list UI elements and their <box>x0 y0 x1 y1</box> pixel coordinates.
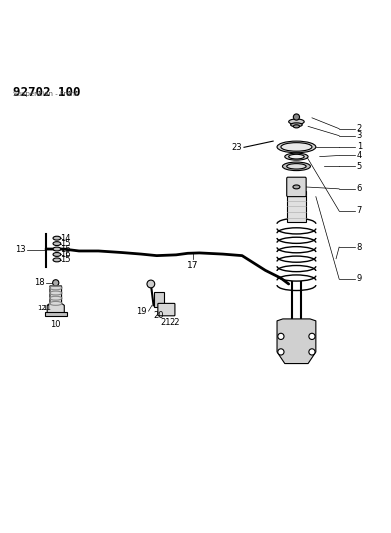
Text: 8: 8 <box>357 243 362 252</box>
Circle shape <box>278 333 284 340</box>
Bar <box>45 312 66 316</box>
Text: 6: 6 <box>357 184 362 193</box>
Text: 21: 21 <box>161 318 171 327</box>
Circle shape <box>293 114 300 120</box>
Ellipse shape <box>287 164 306 169</box>
Ellipse shape <box>53 247 61 251</box>
Text: 17: 17 <box>187 261 199 270</box>
Ellipse shape <box>282 162 310 171</box>
Text: 12: 12 <box>37 305 46 311</box>
Text: 13: 13 <box>15 245 25 254</box>
Text: 7: 7 <box>357 206 362 215</box>
Text: 92702 100: 92702 100 <box>13 86 81 99</box>
Text: 1: 1 <box>357 142 362 151</box>
Ellipse shape <box>285 153 308 160</box>
Text: Suspension - Front: Suspension - Front <box>13 91 78 97</box>
Text: 16: 16 <box>59 250 70 259</box>
Ellipse shape <box>53 253 61 256</box>
Ellipse shape <box>289 155 304 159</box>
Text: 19: 19 <box>136 306 147 316</box>
Text: 5: 5 <box>357 162 362 171</box>
FancyBboxPatch shape <box>287 177 306 197</box>
Ellipse shape <box>293 185 300 189</box>
Text: 15: 15 <box>59 255 70 264</box>
Ellipse shape <box>53 236 61 240</box>
Text: 23: 23 <box>231 143 242 152</box>
Text: 4: 4 <box>357 151 362 160</box>
Text: 11: 11 <box>42 305 51 311</box>
Ellipse shape <box>291 123 302 127</box>
Polygon shape <box>277 319 316 364</box>
Polygon shape <box>287 191 306 222</box>
Text: 10: 10 <box>50 320 61 329</box>
Text: 9: 9 <box>357 274 362 284</box>
Text: 22: 22 <box>169 318 179 327</box>
FancyBboxPatch shape <box>158 303 175 316</box>
Bar <box>154 292 165 307</box>
Ellipse shape <box>293 125 300 128</box>
Text: 14: 14 <box>59 233 70 243</box>
Text: 15: 15 <box>59 239 70 248</box>
Polygon shape <box>47 286 64 313</box>
Text: 3: 3 <box>357 131 362 140</box>
Circle shape <box>309 333 315 340</box>
Circle shape <box>278 349 284 355</box>
Circle shape <box>147 280 155 288</box>
Ellipse shape <box>289 119 304 124</box>
Text: 16: 16 <box>59 245 70 254</box>
Ellipse shape <box>53 241 61 246</box>
Circle shape <box>309 349 315 355</box>
Text: 20: 20 <box>153 311 164 320</box>
Text: 18: 18 <box>34 278 45 287</box>
Text: 2: 2 <box>357 124 362 133</box>
Ellipse shape <box>281 143 312 151</box>
Ellipse shape <box>53 258 61 262</box>
Ellipse shape <box>277 141 316 153</box>
Circle shape <box>53 280 59 286</box>
